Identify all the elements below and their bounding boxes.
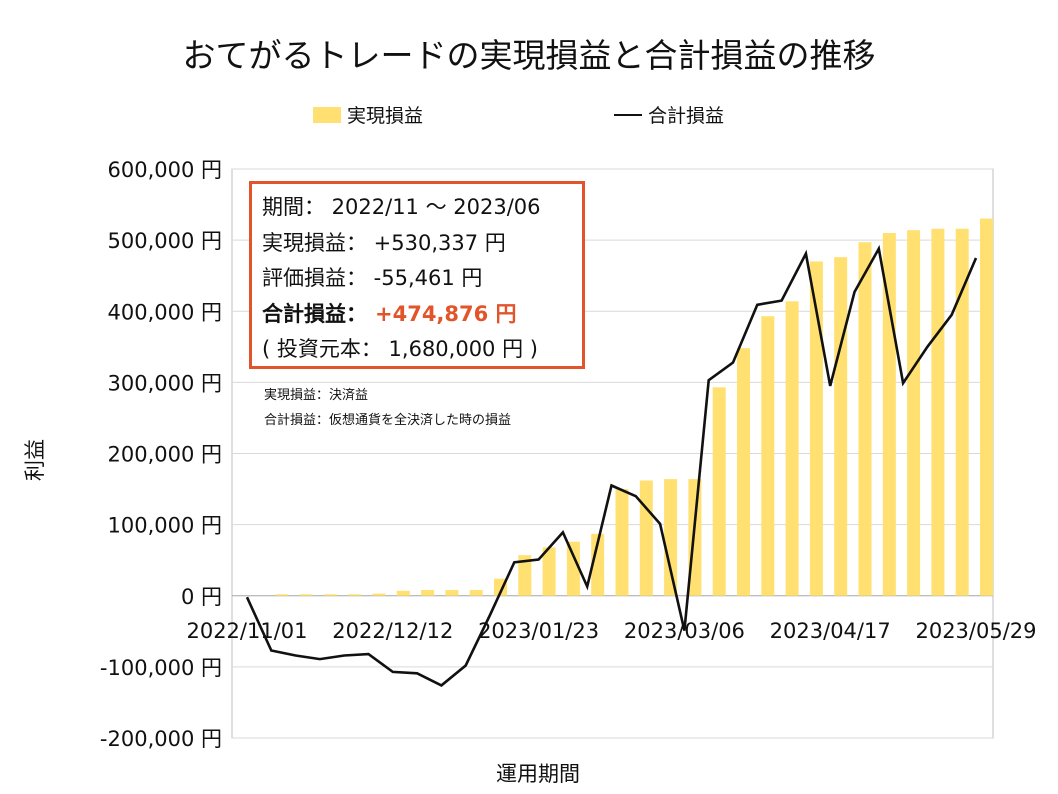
- legend-bar-swatch: [313, 107, 341, 123]
- x-tick-label: 2023/04/17: [770, 619, 891, 643]
- principal-text: ( 投資元本： 1,680,000 円 ): [262, 337, 538, 361]
- y-tick-label: 100,000 円: [107, 514, 222, 538]
- bar: [348, 594, 362, 596]
- chart-title: おてがるトレードの実現損益と合計損益の推移: [183, 36, 876, 75]
- x-tick-label: 2022/11/01: [186, 619, 307, 643]
- bar: [518, 555, 532, 596]
- bar: [737, 348, 750, 596]
- y-tick-label: -200,000 円: [100, 727, 222, 751]
- bar: [664, 479, 678, 596]
- line-layer: [245, 244, 978, 687]
- bar: [275, 594, 289, 596]
- bar: [445, 590, 459, 596]
- y-tick-label: 600,000 円: [107, 158, 222, 182]
- bar: [931, 228, 945, 596]
- bar: [615, 489, 629, 596]
- bar: [761, 316, 775, 596]
- x-tick-label: 2022/12/12: [332, 619, 453, 643]
- note-total: 合計損益：仮想通貨を全決済した時の損益: [264, 413, 512, 428]
- bar: [955, 228, 969, 596]
- bar: [639, 480, 653, 596]
- note-realized: 実現損益：決済益: [264, 388, 369, 403]
- bar: [396, 590, 410, 596]
- bar: [566, 541, 580, 596]
- total-pl-line: [245, 244, 978, 687]
- total-pl-label: 合計損益：: [262, 301, 367, 326]
- y-tick-label: -100,000 円: [100, 656, 222, 680]
- y-tick-label: 200,000 円: [107, 443, 222, 467]
- total-pl-row: 合計損益： +474,876 円: [262, 297, 582, 333]
- bar: [907, 230, 921, 596]
- total-pl-value: +474,876 円: [375, 301, 517, 326]
- bar: [542, 547, 556, 596]
- x-axis-title: 運用期間: [496, 762, 580, 786]
- bar: [469, 590, 483, 596]
- x-tick-label: 2023/01/23: [478, 619, 599, 643]
- bar: [323, 594, 337, 596]
- y-tick-label: 300,000 円: [107, 371, 222, 395]
- bar: [372, 593, 386, 596]
- legend-line-label: 合計損益: [648, 105, 724, 127]
- legend-bar-label: 実現損益: [347, 105, 423, 127]
- bar: [785, 301, 799, 596]
- x-tick-label: 2023/03/06: [624, 619, 745, 643]
- period-text: 期間： 2022/11 ～ 2023/06: [262, 195, 541, 219]
- y-axis-title: 利益: [23, 439, 47, 481]
- bar: [858, 242, 872, 596]
- bar-layer: [275, 218, 993, 596]
- bar: [834, 257, 848, 596]
- summary-box: 期間： 2022/11 ～ 2023/06 実現損益： +530,337 円 評…: [249, 181, 585, 369]
- bar: [809, 261, 823, 596]
- unrealized-pl-text: 評価損益： -55,461 円: [262, 266, 483, 290]
- realized-pl-text: 実現損益： +530,337 円: [262, 230, 506, 255]
- bar: [591, 533, 605, 596]
- x-tick-label: 2023/05/29: [915, 619, 1036, 643]
- axis-label-layer: 600,000 円 500,000 円 400,000 円 300,000 円 200,…: [100, 158, 1037, 751]
- y-tick-label: 400,000 円: [107, 300, 222, 324]
- bar: [421, 590, 435, 596]
- y-tick-label: 500,000 円: [107, 229, 222, 253]
- bar: [299, 594, 313, 596]
- bar: [980, 218, 993, 596]
- bar: [712, 387, 726, 596]
- y-tick-label: 0 円: [181, 585, 222, 609]
